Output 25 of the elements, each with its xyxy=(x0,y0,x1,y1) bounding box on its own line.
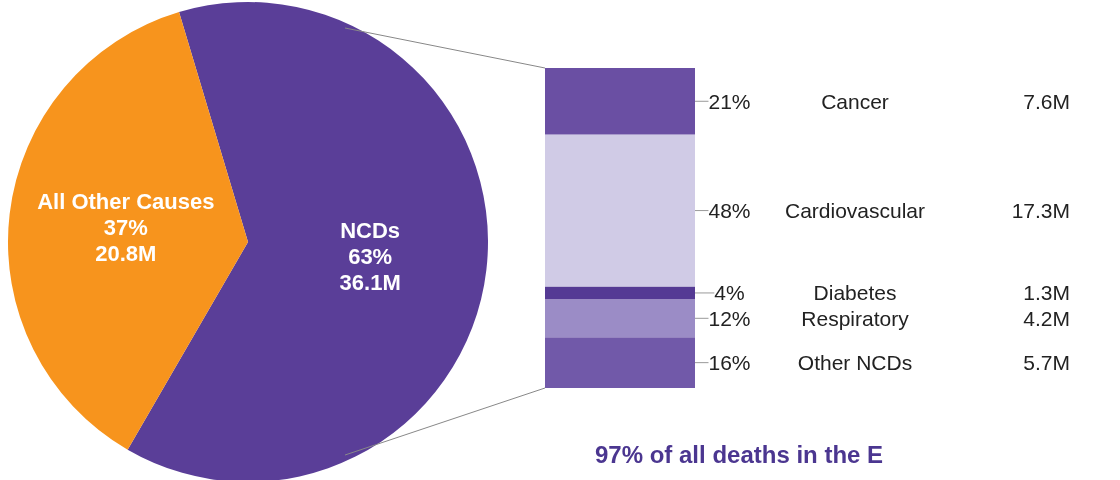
bar xyxy=(545,68,695,135)
data-label: 63% 36.1M xyxy=(339,243,401,295)
text: Respiratory xyxy=(801,306,910,330)
data-label: 4% xyxy=(714,281,745,305)
bar xyxy=(545,286,695,300)
text: 17.3M xyxy=(1011,199,1070,223)
text: Diabetes xyxy=(813,281,897,305)
data-label: 37% 20.8M xyxy=(95,215,157,267)
slice-label: All Other Causes xyxy=(37,189,215,215)
data-label: 48% xyxy=(708,199,751,223)
text: Other NCDs xyxy=(797,351,913,375)
data-label: 21% xyxy=(708,89,751,113)
slice-label: NCDs xyxy=(340,217,401,243)
text: 1.3M xyxy=(1023,281,1070,305)
text: 4.2M xyxy=(1023,306,1070,330)
text: 5.7M xyxy=(1023,351,1070,375)
data-label: 12% xyxy=(708,306,751,330)
text: Cancer xyxy=(821,89,889,113)
bar xyxy=(545,134,695,287)
data-label: 16% xyxy=(708,351,751,375)
bar xyxy=(545,337,695,388)
text: 97% of all deaths in the E xyxy=(595,440,884,468)
text: Cardiovascular xyxy=(784,199,926,223)
bar xyxy=(545,299,695,338)
text: 7.6M xyxy=(1023,89,1070,113)
